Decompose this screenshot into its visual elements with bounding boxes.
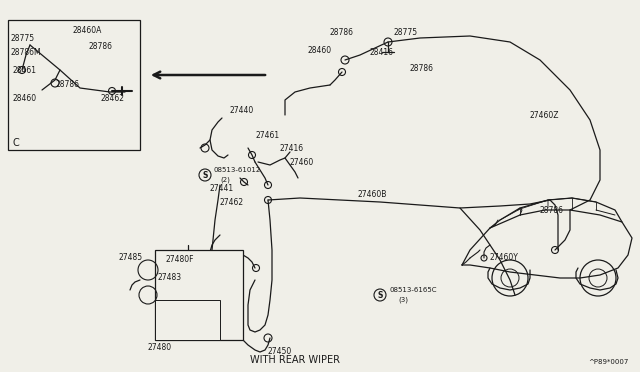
Text: (2): (2) (220, 177, 230, 183)
Text: 27483: 27483 (158, 273, 182, 282)
Text: WITH REAR WIPER: WITH REAR WIPER (250, 355, 340, 365)
Text: 28786: 28786 (540, 205, 564, 215)
Circle shape (374, 289, 386, 301)
Text: 28786: 28786 (330, 28, 354, 36)
Text: 27450: 27450 (268, 347, 292, 356)
Text: 28416: 28416 (370, 48, 394, 57)
Text: 27480F: 27480F (165, 256, 193, 264)
Text: 28786M: 28786M (10, 48, 40, 57)
Text: 27460Z: 27460Z (530, 110, 559, 119)
Text: 27480: 27480 (148, 343, 172, 353)
Text: 27462: 27462 (220, 198, 244, 206)
Text: 28786: 28786 (88, 42, 112, 51)
Text: 28786: 28786 (55, 80, 79, 89)
Text: 28461: 28461 (12, 65, 36, 74)
Text: 08513-61012: 08513-61012 (214, 167, 261, 173)
Text: 28460: 28460 (308, 45, 332, 55)
Text: 28786: 28786 (410, 64, 434, 73)
Text: 27461: 27461 (255, 131, 279, 140)
Text: ^P89*0007: ^P89*0007 (588, 359, 628, 365)
Text: S: S (202, 170, 208, 180)
Text: S: S (378, 291, 383, 299)
Circle shape (199, 169, 211, 181)
Text: 27440: 27440 (230, 106, 254, 115)
Text: (3): (3) (398, 297, 408, 303)
Text: 28460: 28460 (12, 93, 36, 103)
Text: 28462: 28462 (100, 93, 124, 103)
Text: 27441: 27441 (210, 183, 234, 192)
Text: 27416: 27416 (280, 144, 304, 153)
Text: 27460Y: 27460Y (490, 253, 519, 263)
Text: C: C (12, 138, 19, 148)
Text: 28460A: 28460A (72, 26, 101, 35)
Bar (155, 250, 243, 340)
Text: 28775: 28775 (394, 28, 418, 36)
Text: 27460B: 27460B (358, 189, 387, 199)
Text: 28775: 28775 (10, 33, 34, 42)
Text: 27460: 27460 (290, 157, 314, 167)
Text: 27485: 27485 (118, 253, 142, 263)
Text: 08513-6165C: 08513-6165C (390, 287, 438, 293)
Bar (155, 300, 220, 340)
Bar (8, 20, 140, 150)
